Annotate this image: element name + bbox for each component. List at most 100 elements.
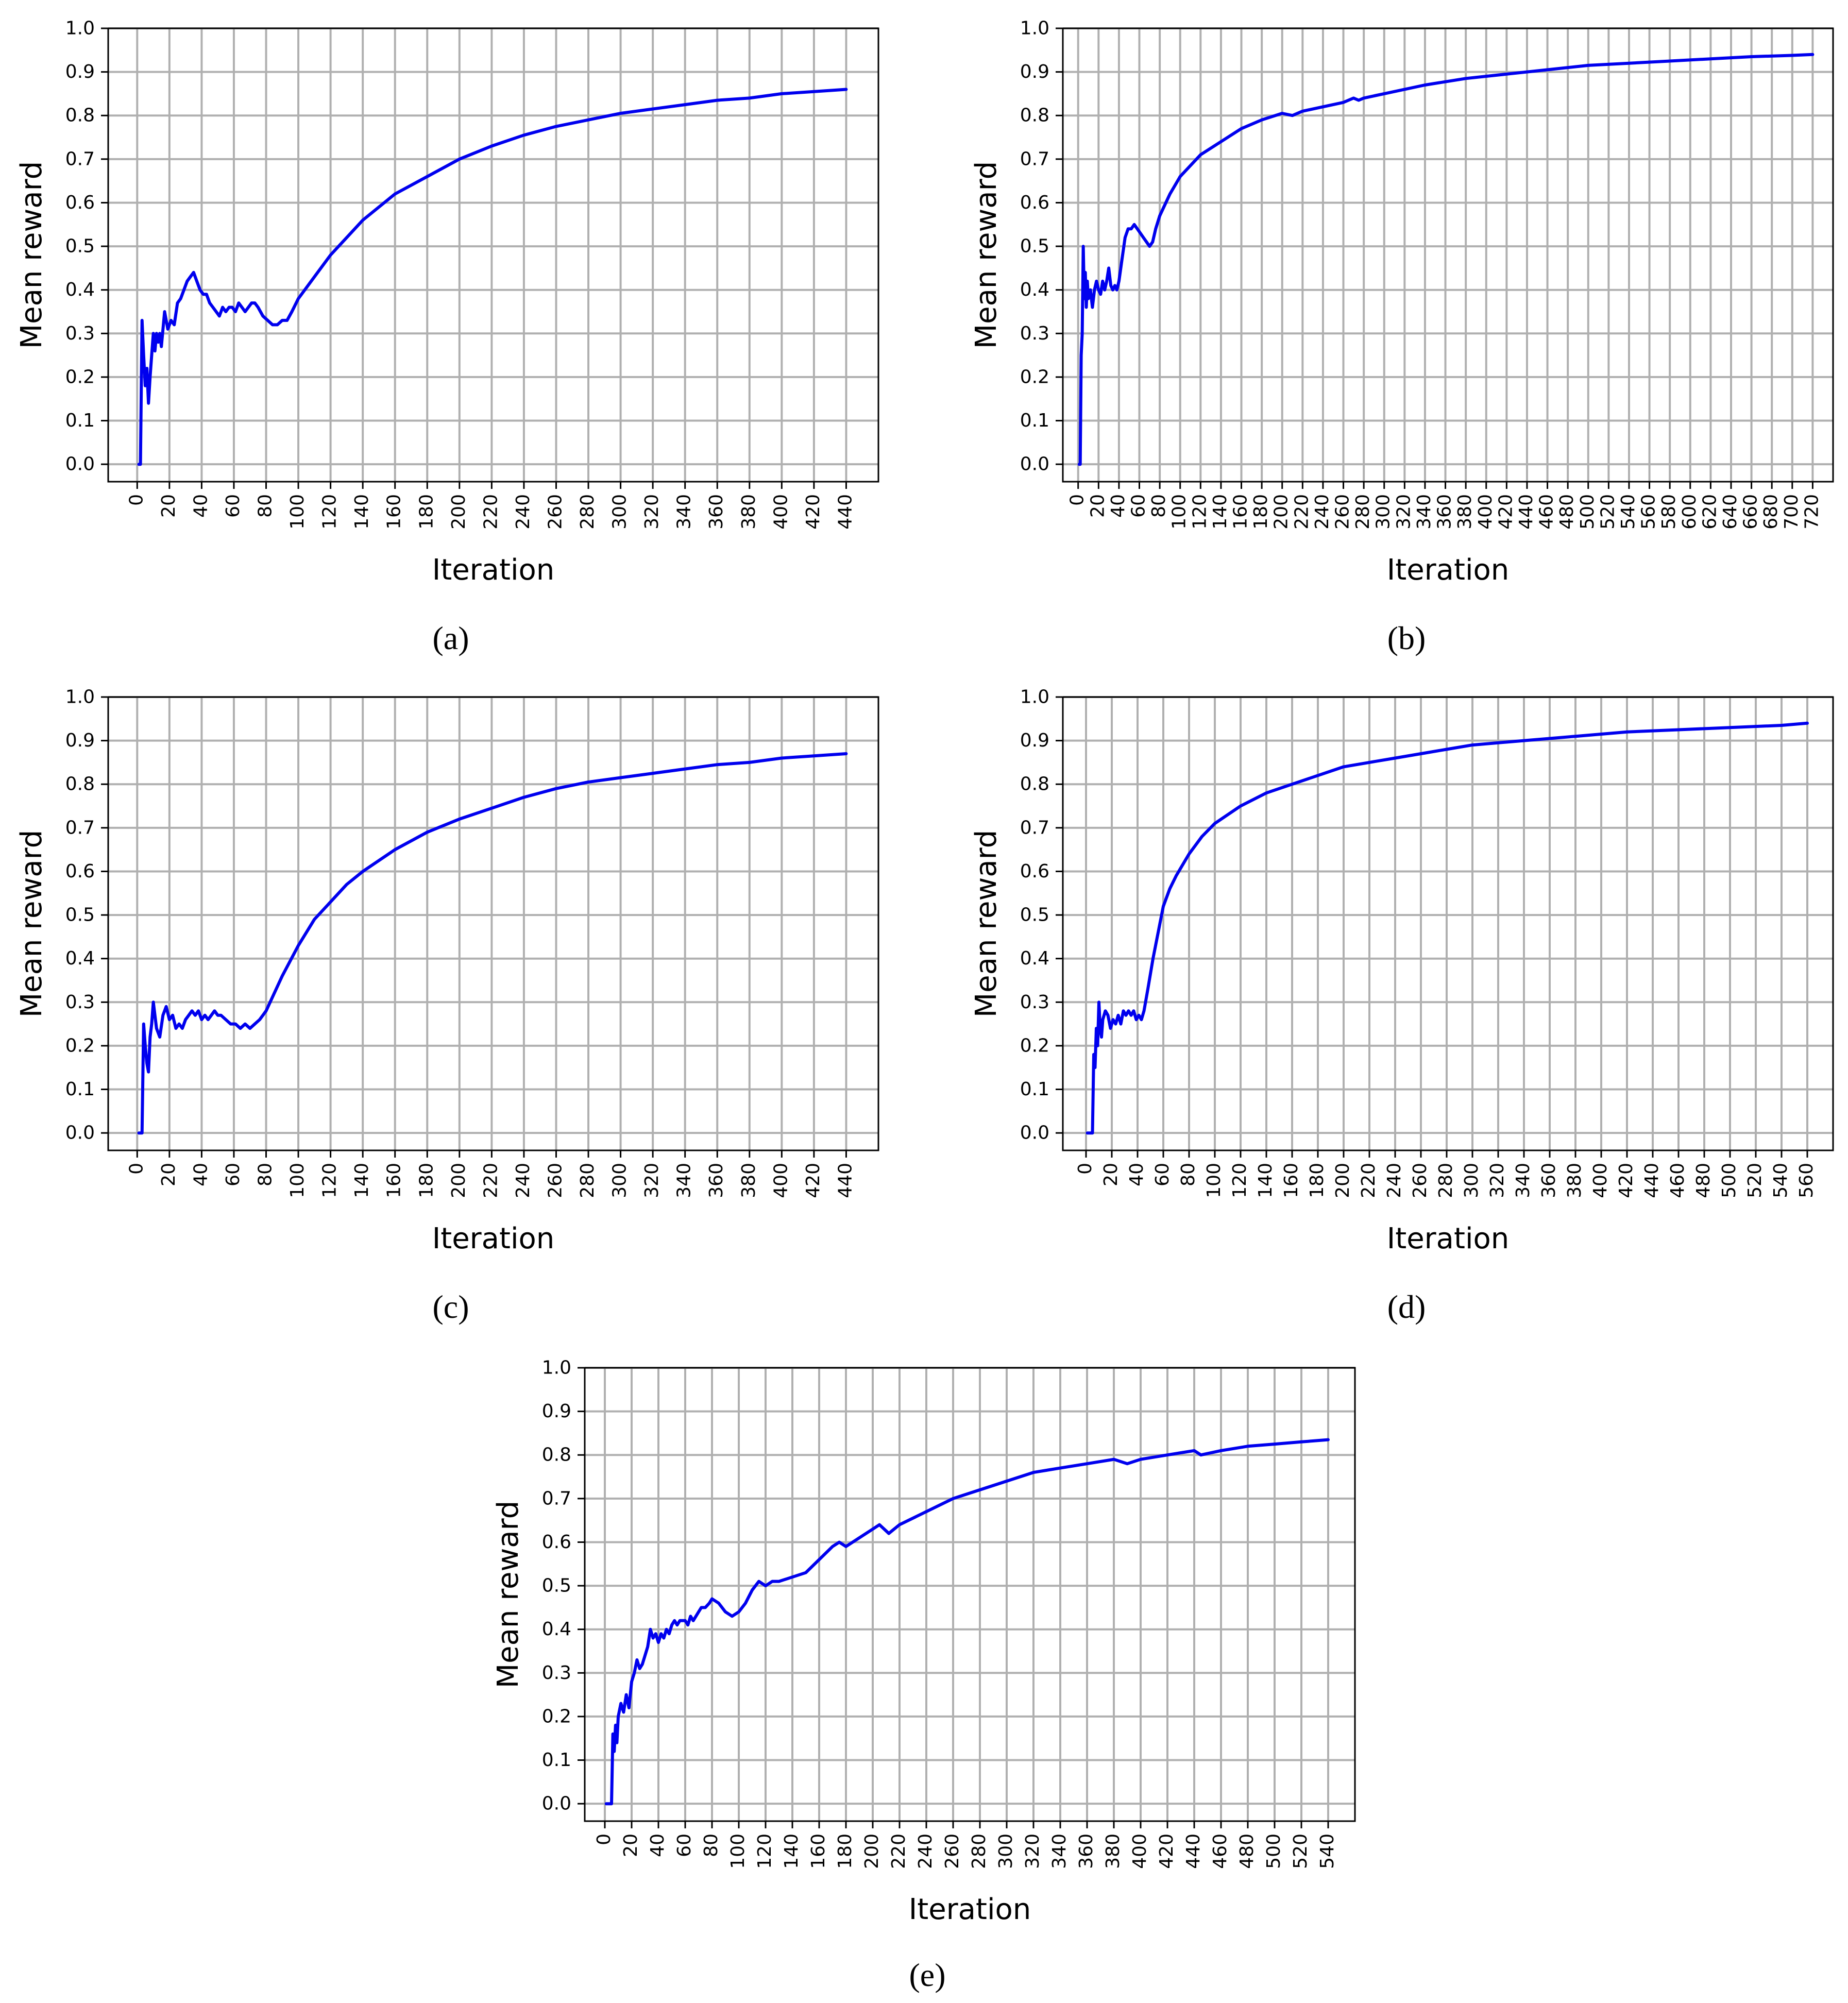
x-tick-label: 300 xyxy=(609,1163,631,1198)
x-tick-label: 0 xyxy=(126,494,147,506)
x-tick-label: 400 xyxy=(1475,494,1496,530)
x-tick-label: 40 xyxy=(647,1834,668,1857)
y-tick-label: 0.2 xyxy=(1020,366,1049,387)
y-tick-label: 0.8 xyxy=(65,105,95,126)
x-tick-label: 600 xyxy=(1679,494,1700,530)
x-tick-label: 420 xyxy=(803,494,824,530)
x-tick-label: 0 xyxy=(126,1163,147,1175)
y-tick-label: 0.5 xyxy=(65,236,95,257)
caption-e: (e) xyxy=(909,1957,945,1993)
y-tick-label: 0.4 xyxy=(1020,279,1049,300)
x-tick-label: 440 xyxy=(835,494,856,530)
x-tick-label: 340 xyxy=(1513,1163,1534,1198)
x-tick-label: 320 xyxy=(641,1163,663,1198)
x-tick-label: 380 xyxy=(1103,1834,1124,1869)
x-tick-label: 420 xyxy=(1495,494,1516,530)
x-axis-label: Iteration xyxy=(909,1893,1031,1926)
x-tick-label: 420 xyxy=(1156,1834,1177,1869)
y-axis-label: Mean reward xyxy=(15,830,48,1017)
x-tick-label: 440 xyxy=(1641,1163,1663,1198)
x-tick-label: 60 xyxy=(674,1834,695,1857)
x-tick-label: 20 xyxy=(1100,1163,1122,1186)
series-line xyxy=(137,752,848,1135)
x-tick-label: 40 xyxy=(190,494,211,518)
x-tick-label: 120 xyxy=(319,494,341,530)
y-tick-label: 0.6 xyxy=(65,861,95,882)
panel-a: 0 20 40 60 80 100 120 140 160 180 200 220 240 260 280 3… xyxy=(15,18,879,587)
x-tick-label: 240 xyxy=(915,1834,936,1869)
y-tick-label: 0.8 xyxy=(65,774,95,795)
x-tick-label: 100 xyxy=(287,494,308,530)
x-tick-label: 80 xyxy=(1148,494,1169,518)
x-tick-label: 20 xyxy=(620,1834,641,1857)
y-tick-label: 0.5 xyxy=(1020,236,1049,257)
y-tick-label: 0.3 xyxy=(65,323,95,344)
x-tick-label: 120 xyxy=(1229,1163,1250,1198)
x-tick-label: 560 xyxy=(1796,1163,1817,1198)
x-tick-label: 100 xyxy=(1169,494,1190,530)
x-tick-label: 140 xyxy=(351,494,372,530)
y-tick-label: 0.4 xyxy=(65,279,95,300)
x-tick-label: 700 xyxy=(1781,494,1802,530)
plot-frame xyxy=(1062,27,1834,483)
x-tick-label: 300 xyxy=(1373,494,1394,530)
y-tick-label: 1.0 xyxy=(65,687,95,708)
x-tick-label: 200 xyxy=(1271,494,1292,530)
x-tick-label: 520 xyxy=(1597,494,1618,530)
x-tick-label: 460 xyxy=(1536,494,1557,530)
panel-d: 0 20 40 60 80 100 120 140 160 180 200 220 240 260 280 3… xyxy=(970,687,1834,1255)
y-tick-label: 0.6 xyxy=(1020,861,1049,882)
panel-e: 0 20 40 60 80 100 120 140 160 180 200 220 240 260 280 3… xyxy=(491,1357,1356,1926)
x-tick-label: 80 xyxy=(701,1834,722,1857)
x-tick-label: 200 xyxy=(1332,1163,1353,1198)
x-tick-label: 360 xyxy=(1076,1834,1097,1869)
caption-a: (a) xyxy=(432,620,469,656)
x-tick-label: 20 xyxy=(158,494,179,518)
y-tick-label: 0.2 xyxy=(1020,1035,1049,1056)
x-tick-label: 40 xyxy=(190,1163,211,1186)
x-tick-label: 80 xyxy=(1178,1163,1199,1186)
x-axis-label: Iteration xyxy=(1387,1222,1510,1255)
x-axis-label: Iteration xyxy=(1387,553,1510,587)
plot-frame xyxy=(1062,696,1834,1151)
y-tick-label: 0.7 xyxy=(1020,148,1049,169)
caption-d: (d) xyxy=(1387,1288,1426,1325)
x-tick-label: 180 xyxy=(835,1834,856,1869)
x-tick-label: 340 xyxy=(1414,494,1435,530)
x-tick-label: 320 xyxy=(1022,1834,1043,1869)
y-tick-label: 0.0 xyxy=(65,1123,95,1144)
x-tick-label: 360 xyxy=(706,494,727,530)
y-tick-label: 0.8 xyxy=(542,1445,571,1466)
x-tick-label: 440 xyxy=(1516,494,1537,530)
x-tick-label: 100 xyxy=(1203,1163,1225,1198)
y-tick-label: 0.1 xyxy=(1020,1079,1049,1100)
x-tick-label: 140 xyxy=(781,1834,802,1869)
x-tick-label: 100 xyxy=(727,1834,749,1869)
y-tick-label: 0.9 xyxy=(542,1401,571,1422)
x-tick-label: 620 xyxy=(1699,494,1720,530)
y-tick-label: 0.1 xyxy=(65,1079,95,1100)
y-tick-label: 0.6 xyxy=(65,192,95,213)
x-tick-label: 240 xyxy=(1312,494,1333,530)
x-tick-label: 260 xyxy=(942,1834,963,1869)
x-tick-label: 260 xyxy=(1332,494,1353,530)
y-tick-label: 0.9 xyxy=(65,730,95,751)
caption-b: (b) xyxy=(1387,620,1426,656)
x-tick-label: 400 xyxy=(770,1163,791,1198)
x-tick-label: 140 xyxy=(351,1163,372,1198)
x-tick-label: 400 xyxy=(770,494,791,530)
x-tick-label: 260 xyxy=(545,494,566,530)
x-tick-label: 320 xyxy=(1487,1163,1508,1198)
series-line xyxy=(1086,721,1809,1135)
x-tick-label: 280 xyxy=(577,1163,598,1198)
y-tick-label: 0.3 xyxy=(65,992,95,1013)
x-tick-label: 160 xyxy=(384,1163,405,1198)
x-tick-label: 220 xyxy=(888,1834,909,1869)
y-tick-label: 0.9 xyxy=(65,61,95,82)
x-tick-label: 480 xyxy=(1236,1834,1258,1869)
y-tick-label: 0.1 xyxy=(1020,410,1049,431)
y-tick-label: 0.5 xyxy=(1020,905,1049,926)
y-tick-label: 0.0 xyxy=(1020,1123,1049,1144)
x-tick-label: 220 xyxy=(1358,1163,1379,1198)
